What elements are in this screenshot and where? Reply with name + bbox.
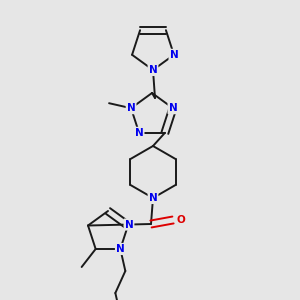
- Text: N: N: [169, 50, 178, 60]
- Text: N: N: [124, 220, 133, 230]
- Text: N: N: [135, 128, 143, 138]
- Text: N: N: [148, 193, 158, 203]
- Text: N: N: [148, 65, 158, 75]
- Text: N: N: [169, 103, 177, 113]
- Text: N: N: [116, 244, 125, 254]
- Text: N: N: [127, 103, 136, 113]
- Text: O: O: [177, 215, 185, 225]
